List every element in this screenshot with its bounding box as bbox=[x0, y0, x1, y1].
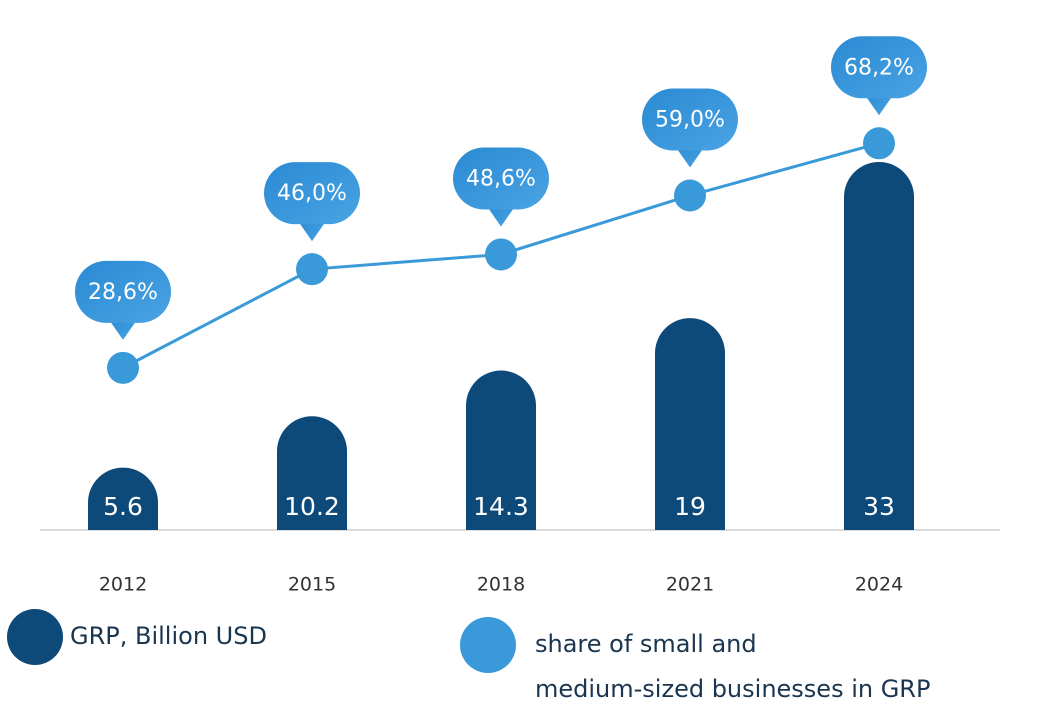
bar bbox=[466, 370, 536, 530]
point-label: 28,6% bbox=[88, 280, 158, 305]
bar-value-label: 19 bbox=[674, 492, 706, 521]
legend-label: share of small and medium-sized business… bbox=[535, 630, 930, 702]
callout bbox=[831, 36, 927, 99]
point-label: 46,0% bbox=[277, 181, 347, 206]
legend-label: GRP, Billion USD bbox=[70, 622, 267, 650]
x-tick-label: 2024 bbox=[855, 574, 903, 596]
bar bbox=[655, 318, 725, 530]
line-point bbox=[107, 351, 139, 384]
bar-value-label: 10.2 bbox=[284, 492, 340, 521]
callout bbox=[453, 147, 549, 210]
legend-swatch bbox=[460, 617, 516, 673]
x-tick-label: 2021 bbox=[666, 574, 714, 596]
line-point bbox=[296, 253, 328, 286]
bar bbox=[277, 416, 347, 530]
callout bbox=[264, 162, 360, 225]
callout bbox=[75, 260, 171, 323]
x-tick-label: 2018 bbox=[477, 574, 525, 596]
bar-value-label: 5.6 bbox=[103, 492, 143, 521]
legend-swatch bbox=[7, 609, 63, 665]
point-label: 68,2% bbox=[844, 55, 914, 80]
x-tick-label: 2012 bbox=[99, 574, 147, 596]
bar bbox=[88, 467, 158, 530]
line-point bbox=[863, 127, 895, 160]
point-label: 48,6% bbox=[466, 166, 536, 191]
callout bbox=[642, 88, 738, 151]
point-label: 59,0% bbox=[655, 107, 725, 132]
line-point bbox=[674, 179, 706, 212]
line-point bbox=[485, 238, 517, 271]
bar-value-label: 14.3 bbox=[473, 492, 529, 521]
x-tick-label: 2015 bbox=[288, 574, 336, 596]
bar-value-label: 33 bbox=[863, 492, 895, 521]
bar bbox=[844, 162, 914, 530]
